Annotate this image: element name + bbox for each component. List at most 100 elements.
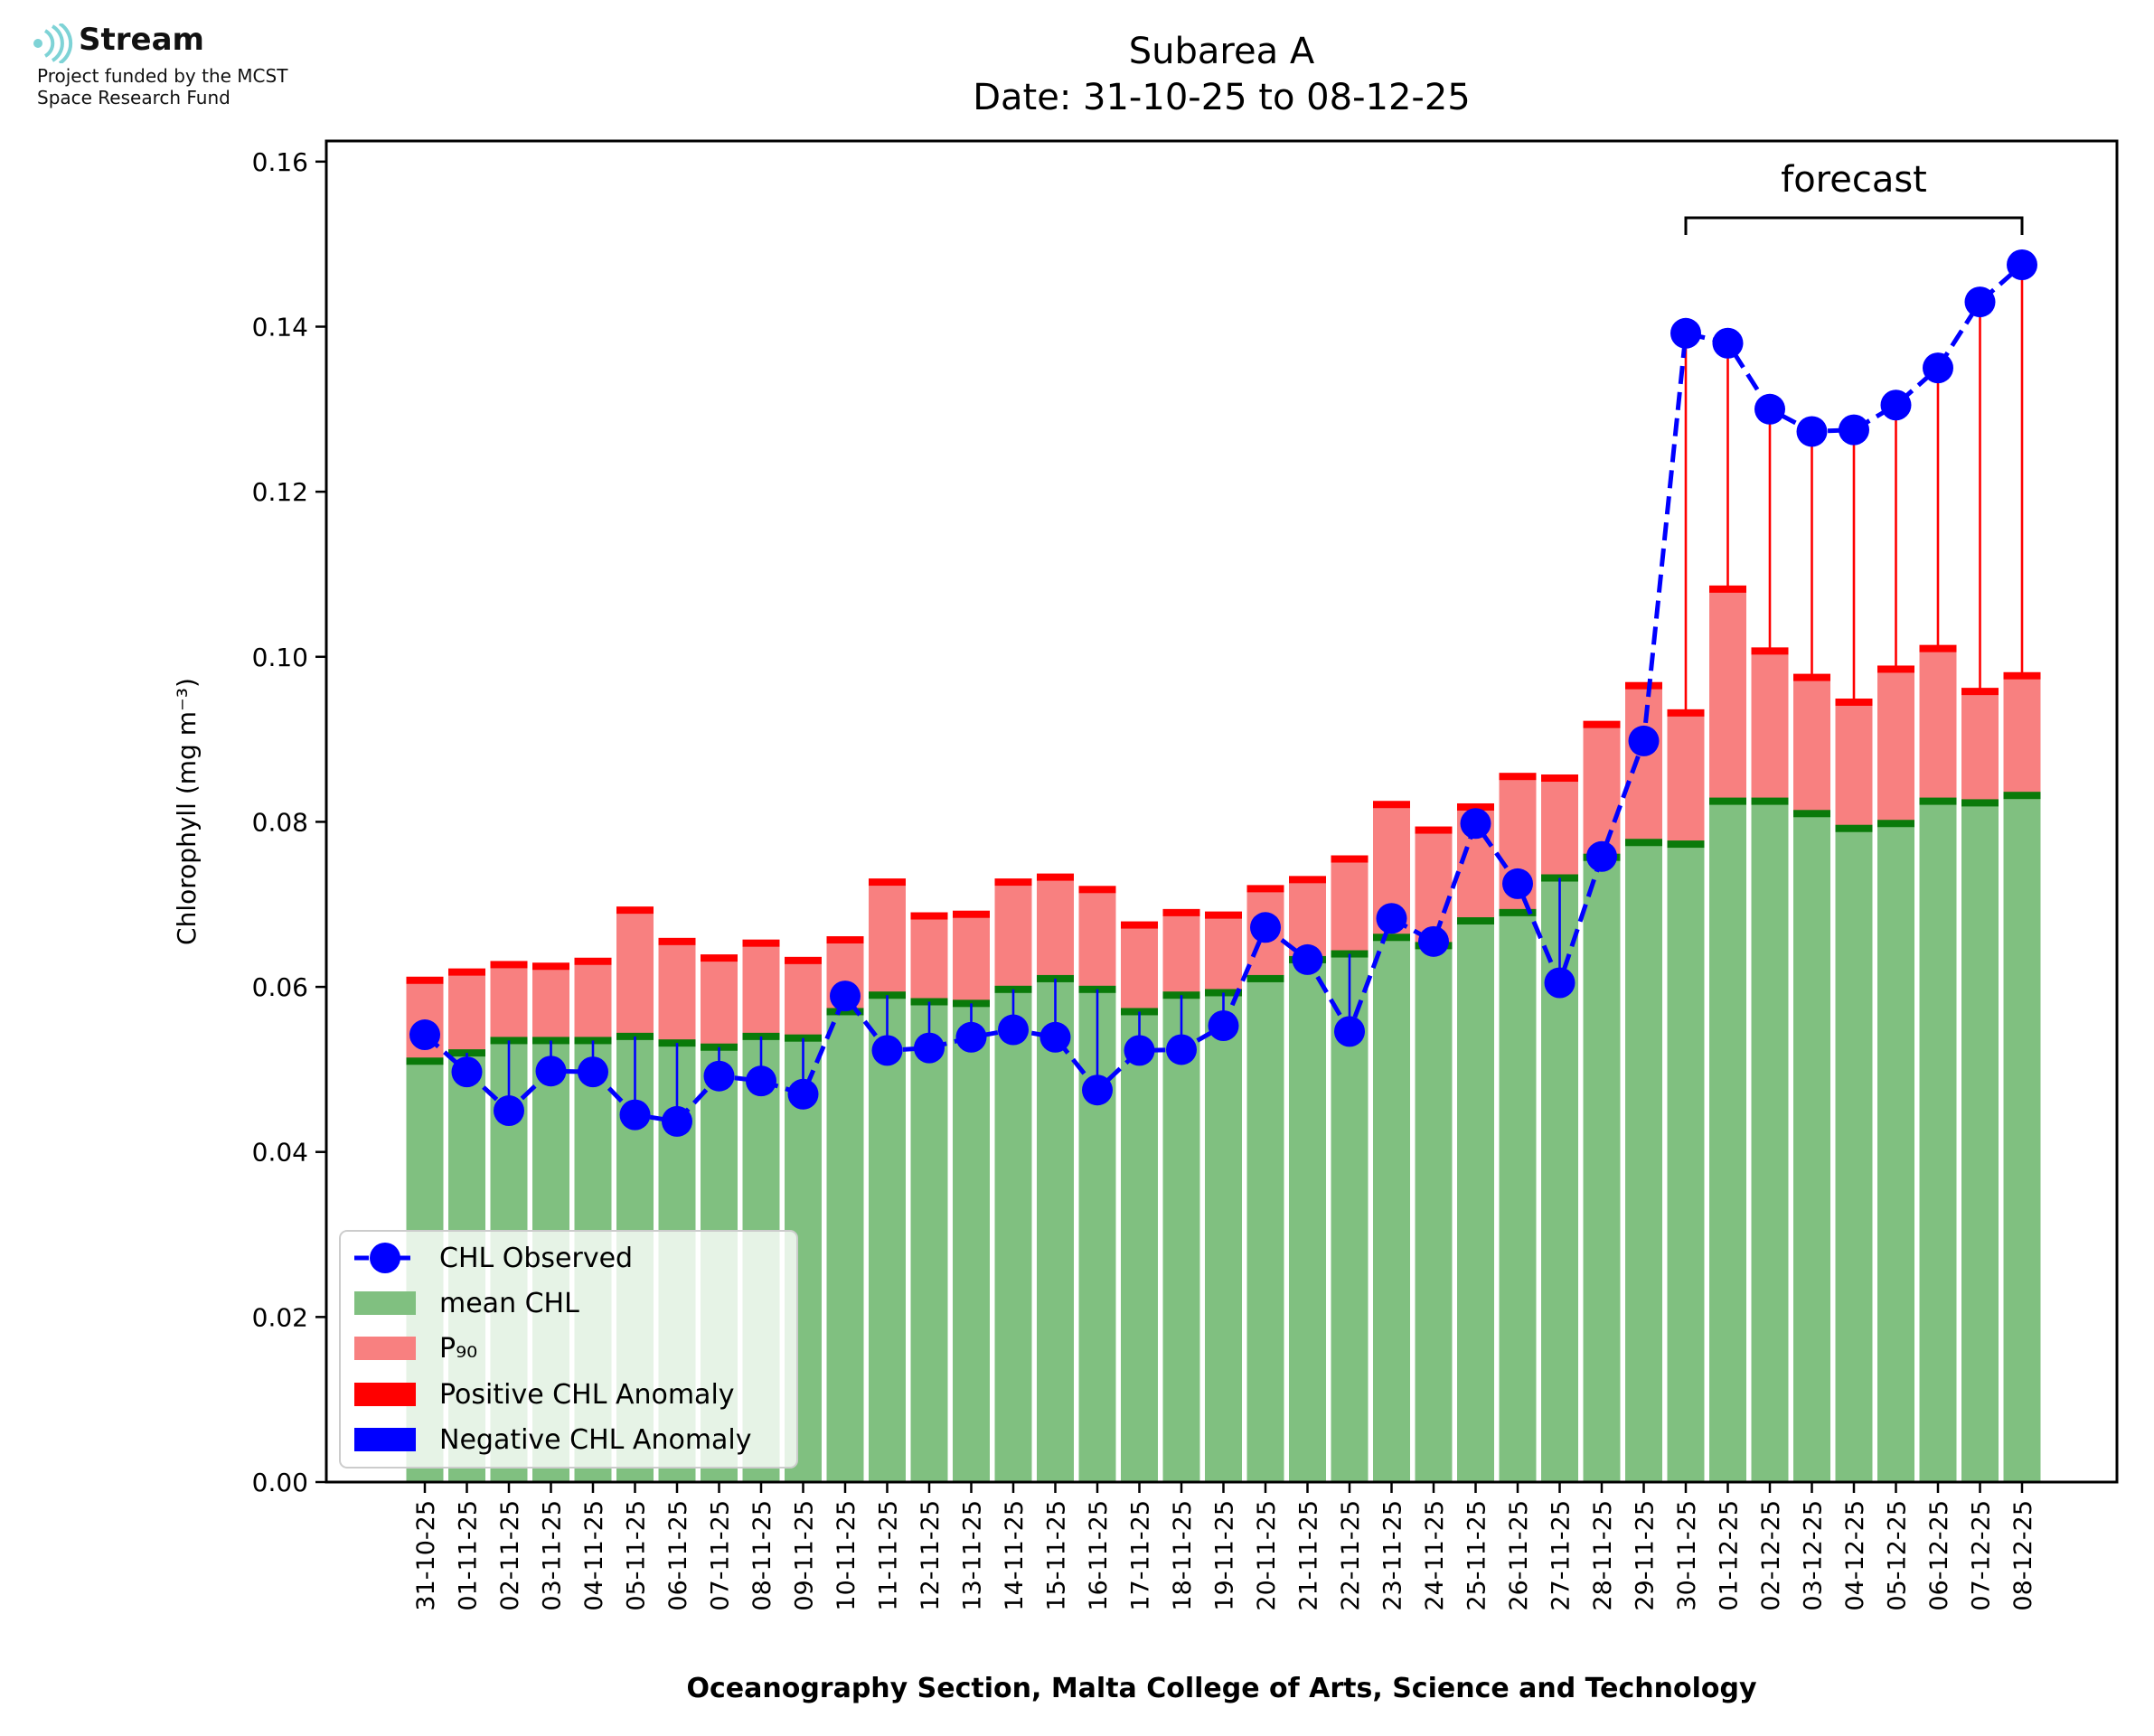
mean-cap	[1877, 820, 1914, 828]
chl-observed-point	[1880, 389, 1912, 421]
p90-bar	[1919, 648, 1957, 802]
mean-chl-bar	[1162, 995, 1200, 1482]
chl-observed-point	[1586, 840, 1617, 872]
x-tick-label: 05-11-25	[623, 1500, 651, 1611]
p90-bar	[658, 941, 696, 1044]
x-tick-label: 24-11-25	[1421, 1500, 1449, 1611]
x-tick-label: 04-11-25	[580, 1500, 608, 1611]
chl-observed-point	[1839, 414, 1869, 446]
logo-funding-line-1: Project funded by the MCST	[37, 65, 288, 87]
p90-cap	[1625, 681, 1662, 690]
p90-bar	[869, 882, 906, 996]
forecast-bracket	[1684, 216, 2024, 235]
x-tick-label: 26-11-25	[1505, 1500, 1533, 1611]
x-tick-label: 18-11-25	[1169, 1500, 1197, 1611]
legend-label-p90: P₉₀	[439, 1333, 477, 1365]
p90-cap	[953, 910, 990, 918]
p90-cap	[1078, 886, 1116, 894]
chl-observed-point	[1712, 327, 1744, 359]
chl-observed-point	[1796, 416, 1828, 447]
chl-observed-point	[2007, 249, 2037, 280]
mean-chl-bar	[1289, 959, 1326, 1482]
p90-bar	[1709, 588, 1746, 802]
p90-cap	[658, 937, 696, 945]
chl-observed-point	[1250, 912, 1281, 943]
p90-cap	[532, 962, 569, 971]
legend-label-observed: CHL Observed	[439, 1243, 633, 1274]
p90-bar	[1583, 724, 1621, 858]
plot-frame	[325, 139, 2119, 1484]
chl-observed-point	[955, 1021, 987, 1053]
chl-observed-point	[746, 1065, 776, 1097]
chl-observed-point	[1208, 1009, 1239, 1041]
mean-chl-bar	[1246, 978, 1284, 1482]
mean-chl-bar	[910, 1001, 948, 1482]
p90-cap	[616, 906, 654, 915]
p90-bar	[532, 966, 569, 1041]
p90-cap	[490, 961, 528, 969]
mean-chl-bar	[869, 995, 906, 1482]
p90-cap	[1583, 720, 1621, 728]
chl-observed-point	[1166, 1034, 1197, 1065]
p90-cap	[448, 968, 485, 976]
legend-observed-marker	[370, 1243, 400, 1273]
x-tick-label: 20-11-25	[1253, 1500, 1281, 1611]
p90-bar	[448, 971, 485, 1054]
x-axis: 31-10-25 01-11-25 02-11-25 03-11-25 04-11-25…	[412, 1482, 2037, 1611]
x-tick-label: 02-11-25	[496, 1500, 524, 1611]
p90-bar	[1078, 889, 1116, 990]
x-tick-label: 19-11-25	[1211, 1500, 1239, 1611]
p90-bar	[1835, 701, 1873, 829]
y-tick-label: 0.16	[252, 147, 308, 177]
mean-cap	[1457, 917, 1494, 925]
p90-cap	[1457, 802, 1494, 811]
chl-observed-point	[1039, 1021, 1071, 1053]
p90-bar	[994, 882, 1032, 990]
mean-cap	[1835, 824, 1873, 832]
logo: Stream Project funded by the MCST Space …	[33, 22, 340, 121]
chl-observed-point	[535, 1056, 567, 1087]
p90-bar	[1877, 669, 1914, 824]
mean-chl-bar	[1625, 842, 1662, 1482]
mean-chl-bar	[1919, 801, 1957, 1482]
x-tick-label: 05-12-25	[1884, 1500, 1912, 1611]
mean-chl-bar	[1121, 1011, 1158, 1482]
mean-chl-bar	[1583, 857, 1621, 1482]
y-tick-label: 0.10	[252, 643, 308, 672]
x-tick-label: 14-11-25	[1001, 1500, 1029, 1611]
p90-cap	[994, 878, 1032, 887]
mean-chl-bar	[953, 1003, 990, 1482]
mean-chl-bar	[2003, 795, 2041, 1482]
mean-cap	[1793, 810, 1830, 818]
mean-chl-bar	[1709, 801, 1746, 1482]
p90-cap	[1037, 873, 1074, 881]
p90-bar	[1331, 859, 1369, 954]
p90-cap	[910, 912, 948, 920]
mean-cap	[406, 1057, 444, 1065]
p90-cap	[574, 957, 612, 965]
x-tick-label: 01-11-25	[455, 1500, 483, 1611]
forecast-label: forecast	[1781, 159, 1927, 201]
mean-chl-bar	[1877, 823, 1914, 1482]
p90-bar	[1205, 915, 1242, 993]
chl-observed-point	[494, 1095, 524, 1127]
p90-cap	[1373, 801, 1410, 809]
chl-observed-point	[578, 1056, 608, 1088]
chl-observed-point	[1544, 967, 1576, 999]
mean-chl-bar	[994, 989, 1032, 1482]
mean-cap	[1373, 934, 1410, 942]
x-tick-label: 01-12-25	[1716, 1500, 1744, 1611]
mean-cap	[2003, 792, 2041, 800]
mean-chl-bar	[1205, 992, 1242, 1482]
y-axis: 0.00 0.02 0.04 0.06 0.08 0.10 0.12 0.14 0.16	[252, 147, 326, 1497]
x-tick-label: 06-12-25	[1925, 1500, 1953, 1611]
x-tick-label: 15-11-25	[1043, 1500, 1071, 1611]
x-tick-label: 30-11-25	[1673, 1500, 1701, 1611]
mean-chl-bar	[1499, 912, 1537, 1482]
legend-negative-swatch	[354, 1428, 416, 1451]
y-tick-label: 0.02	[252, 1302, 308, 1332]
x-tick-label: 08-11-25	[748, 1500, 776, 1611]
p90-bar	[1625, 685, 1662, 843]
x-tick-label: 29-11-25	[1632, 1500, 1660, 1611]
chl-observed-point	[451, 1056, 483, 1088]
